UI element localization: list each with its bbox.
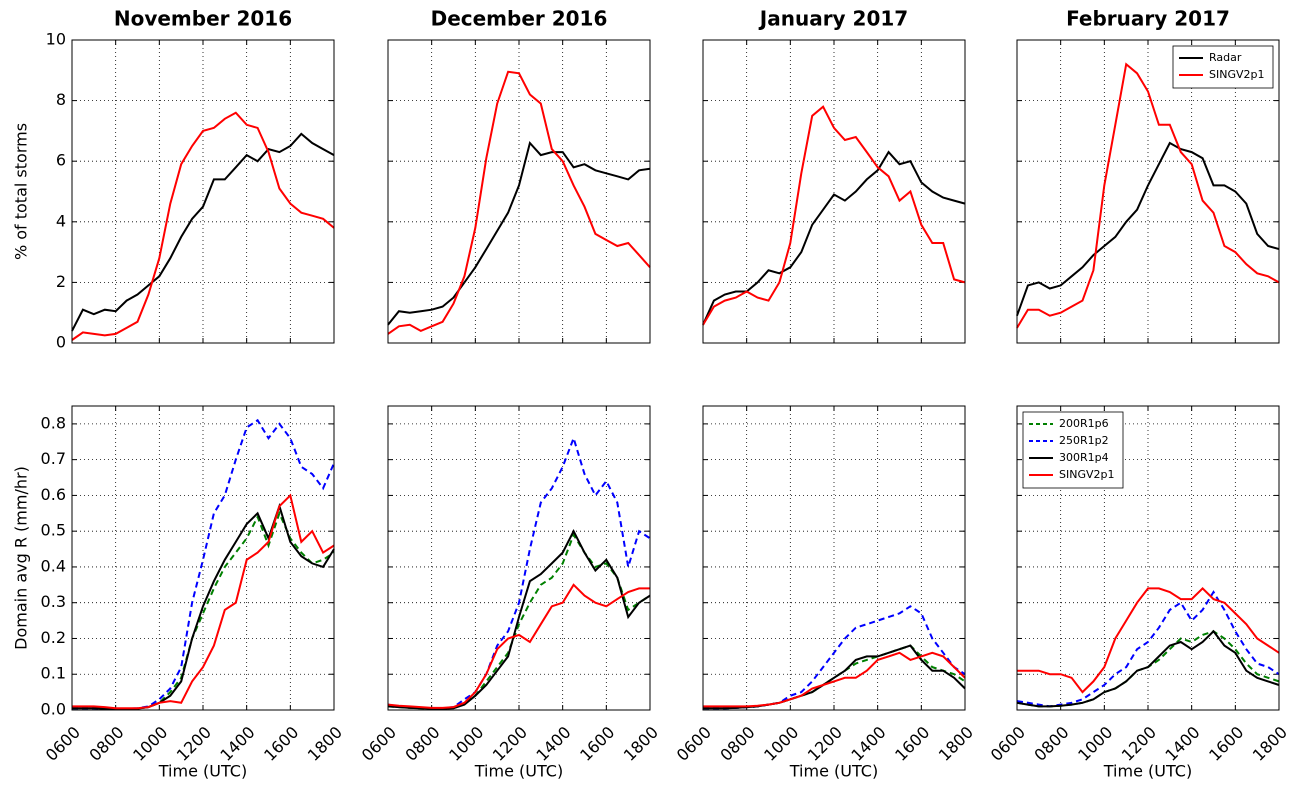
x-tick-label: 1200	[804, 723, 846, 765]
y-tick-label: 2	[56, 272, 66, 291]
x-tick-label: 1000	[445, 723, 487, 765]
panel-title: November 2016	[114, 7, 292, 31]
x-tick-label: 1800	[935, 723, 977, 765]
y-axis-label: % of total storms	[12, 123, 31, 260]
series-line	[1016, 629, 1280, 708]
x-tick-label: 1800	[620, 723, 662, 765]
x-tick-label: 1800	[1249, 723, 1291, 765]
legend-label: SINGV2p1	[1209, 68, 1264, 81]
legend-label: 250R1p2	[1059, 434, 1109, 447]
x-tick-label: 1800	[304, 723, 346, 765]
y-tick-label: 0.8	[41, 413, 66, 432]
y-tick-label: 0.5	[41, 521, 66, 540]
x-axis-label: Time (UTC)	[1103, 762, 1192, 781]
legend-label: 200R1p6	[1059, 417, 1109, 430]
series-line	[387, 140, 651, 326]
x-tick-label: 1200	[489, 723, 531, 765]
plot-frame	[387, 39, 651, 344]
plot-frame	[71, 39, 335, 344]
x-tick-label: 1600	[1205, 723, 1247, 765]
series-line	[702, 105, 966, 326]
x-tick-label: 1400	[1161, 723, 1203, 765]
x-tick-label: 1000	[760, 723, 802, 765]
legend-box	[1172, 45, 1274, 89]
panel-title: December 2016	[431, 7, 608, 31]
plot-frame	[71, 405, 335, 711]
series-line	[703, 651, 966, 708]
x-tick-label: 1200	[173, 723, 215, 765]
legend-label: SINGV2p1	[1059, 468, 1114, 481]
x-axis-label: Time (UTC)	[158, 762, 247, 781]
series-line	[387, 70, 651, 335]
x-tick-label: 0800	[1030, 723, 1072, 765]
series-line	[71, 132, 335, 332]
plot-frame	[702, 39, 966, 344]
x-axis-label: Time (UTC)	[474, 762, 563, 781]
x-tick-label: 1400	[532, 723, 574, 765]
series-line	[1016, 141, 1280, 317]
x-tick-label: 0800	[716, 723, 758, 765]
legend-label: 300R1p4	[1059, 451, 1109, 464]
x-tick-label: 1200	[1118, 723, 1160, 765]
y-tick-label: 10	[46, 30, 66, 49]
x-tick-label: 0800	[401, 723, 443, 765]
y-tick-label: 0.7	[41, 449, 66, 468]
y-axis-label: Domain avg R (mm/hr)	[12, 466, 31, 650]
series-line	[71, 111, 335, 341]
panel-title: February 2017	[1066, 7, 1230, 31]
series-line	[703, 605, 966, 710]
series-line	[702, 150, 966, 326]
y-tick-label: 0.4	[41, 556, 66, 575]
y-tick-label: 0.3	[41, 592, 66, 611]
x-tick-label: 1400	[216, 723, 258, 765]
series-line	[1016, 62, 1280, 329]
y-tick-label: 0.2	[41, 628, 66, 647]
y-tick-label: 0.1	[41, 664, 66, 683]
series-line	[1016, 590, 1280, 708]
x-tick-label: 0600	[987, 723, 1029, 765]
x-tick-label: 1000	[1074, 723, 1116, 765]
plot-frame	[1016, 405, 1280, 711]
x-tick-label: 0600	[358, 723, 400, 765]
y-tick-label: 8	[56, 90, 66, 109]
x-tick-label: 1400	[847, 723, 889, 765]
x-tick-label: 0600	[42, 723, 84, 765]
series-line	[1017, 586, 1280, 694]
y-tick-label: 6	[56, 151, 66, 170]
series-line	[387, 583, 650, 709]
plot-frame	[702, 405, 966, 711]
x-tick-label: 1600	[576, 723, 618, 765]
series-line	[72, 493, 335, 710]
y-tick-label: 0	[56, 333, 66, 352]
x-tick-label: 1600	[260, 723, 302, 765]
x-tick-label: 0600	[673, 723, 715, 765]
x-tick-label: 1000	[129, 723, 171, 765]
y-tick-label: 0.0	[41, 700, 66, 719]
y-tick-label: 0.6	[41, 485, 66, 504]
x-axis-label: Time (UTC)	[789, 762, 878, 781]
x-tick-label: 1600	[891, 723, 933, 765]
y-tick-label: 4	[56, 211, 66, 230]
x-tick-label: 0800	[85, 723, 127, 765]
panel-title: January 2017	[758, 7, 908, 31]
plot-frame	[387, 405, 651, 711]
series-line	[387, 528, 651, 710]
plot-frame	[1016, 39, 1280, 344]
legend-label: Radar	[1209, 51, 1242, 64]
